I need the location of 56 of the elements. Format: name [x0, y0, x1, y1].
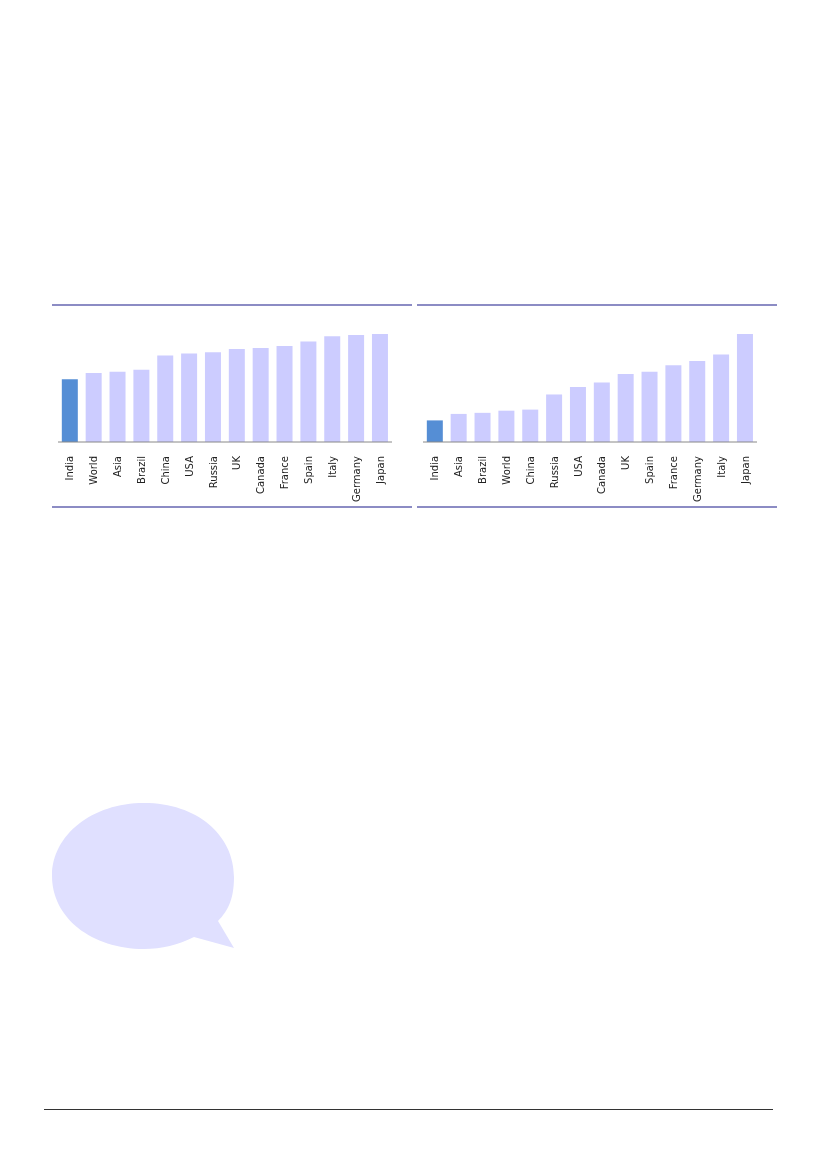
x-tick-label: Italy	[326, 455, 338, 478]
bar	[324, 336, 341, 442]
x-tick-label: Japan	[374, 456, 386, 485]
x-tick-label: Brazil	[136, 456, 147, 484]
x-tick-label: USA	[572, 455, 584, 477]
x-tick-label: Canada	[255, 456, 267, 495]
bar	[204, 352, 221, 442]
x-tick-label: India	[64, 456, 76, 481]
bar	[665, 365, 682, 442]
x-tick-label: France	[668, 456, 679, 490]
bar	[252, 348, 269, 442]
x-tick-label: World	[88, 456, 100, 485]
x-tick-label: Brazil	[477, 456, 489, 484]
bar	[157, 355, 174, 442]
x-tick-label: UK	[620, 455, 632, 470]
x-tick-label: USA	[183, 455, 195, 477]
bar	[348, 335, 365, 442]
bar	[426, 420, 443, 442]
bar	[85, 372, 102, 442]
bar	[61, 379, 78, 442]
x-tick-label: UK	[231, 455, 243, 470]
x-tick-label: China	[524, 456, 536, 485]
bar	[736, 334, 753, 442]
bar	[276, 345, 293, 442]
bar	[300, 341, 317, 442]
x-tick-label: Canada	[596, 456, 608, 495]
bar	[450, 413, 467, 442]
bar	[522, 409, 539, 442]
bar	[617, 373, 634, 442]
bar	[181, 353, 198, 442]
x-tick-label: Spain	[644, 456, 656, 484]
bar	[593, 382, 610, 442]
bar	[133, 369, 150, 442]
x-tick-label: Germany	[350, 455, 362, 502]
x-tick-label: World	[501, 456, 512, 485]
bar	[546, 394, 563, 442]
x-tick-label: India	[429, 456, 441, 481]
bar	[228, 349, 245, 442]
x-tick-label: Russia	[548, 456, 560, 489]
bar	[689, 361, 706, 442]
bar	[474, 412, 491, 442]
x-tick-label: Italy	[715, 455, 727, 478]
bar	[641, 371, 658, 442]
bar	[371, 334, 388, 442]
x-tick-label: Asia	[112, 456, 124, 477]
x-tick-label: Russia	[207, 456, 219, 489]
x-tick-label: Germany	[691, 455, 703, 502]
bar	[713, 354, 730, 442]
x-tick-label: Spain	[303, 456, 314, 484]
bar	[109, 371, 126, 442]
x-tick-label: China	[159, 456, 171, 485]
x-tick-label: Japan	[739, 456, 751, 485]
x-tick-label: Asia	[453, 456, 465, 477]
bar	[498, 410, 515, 442]
x-tick-label: France	[279, 456, 291, 490]
bar	[569, 386, 586, 442]
